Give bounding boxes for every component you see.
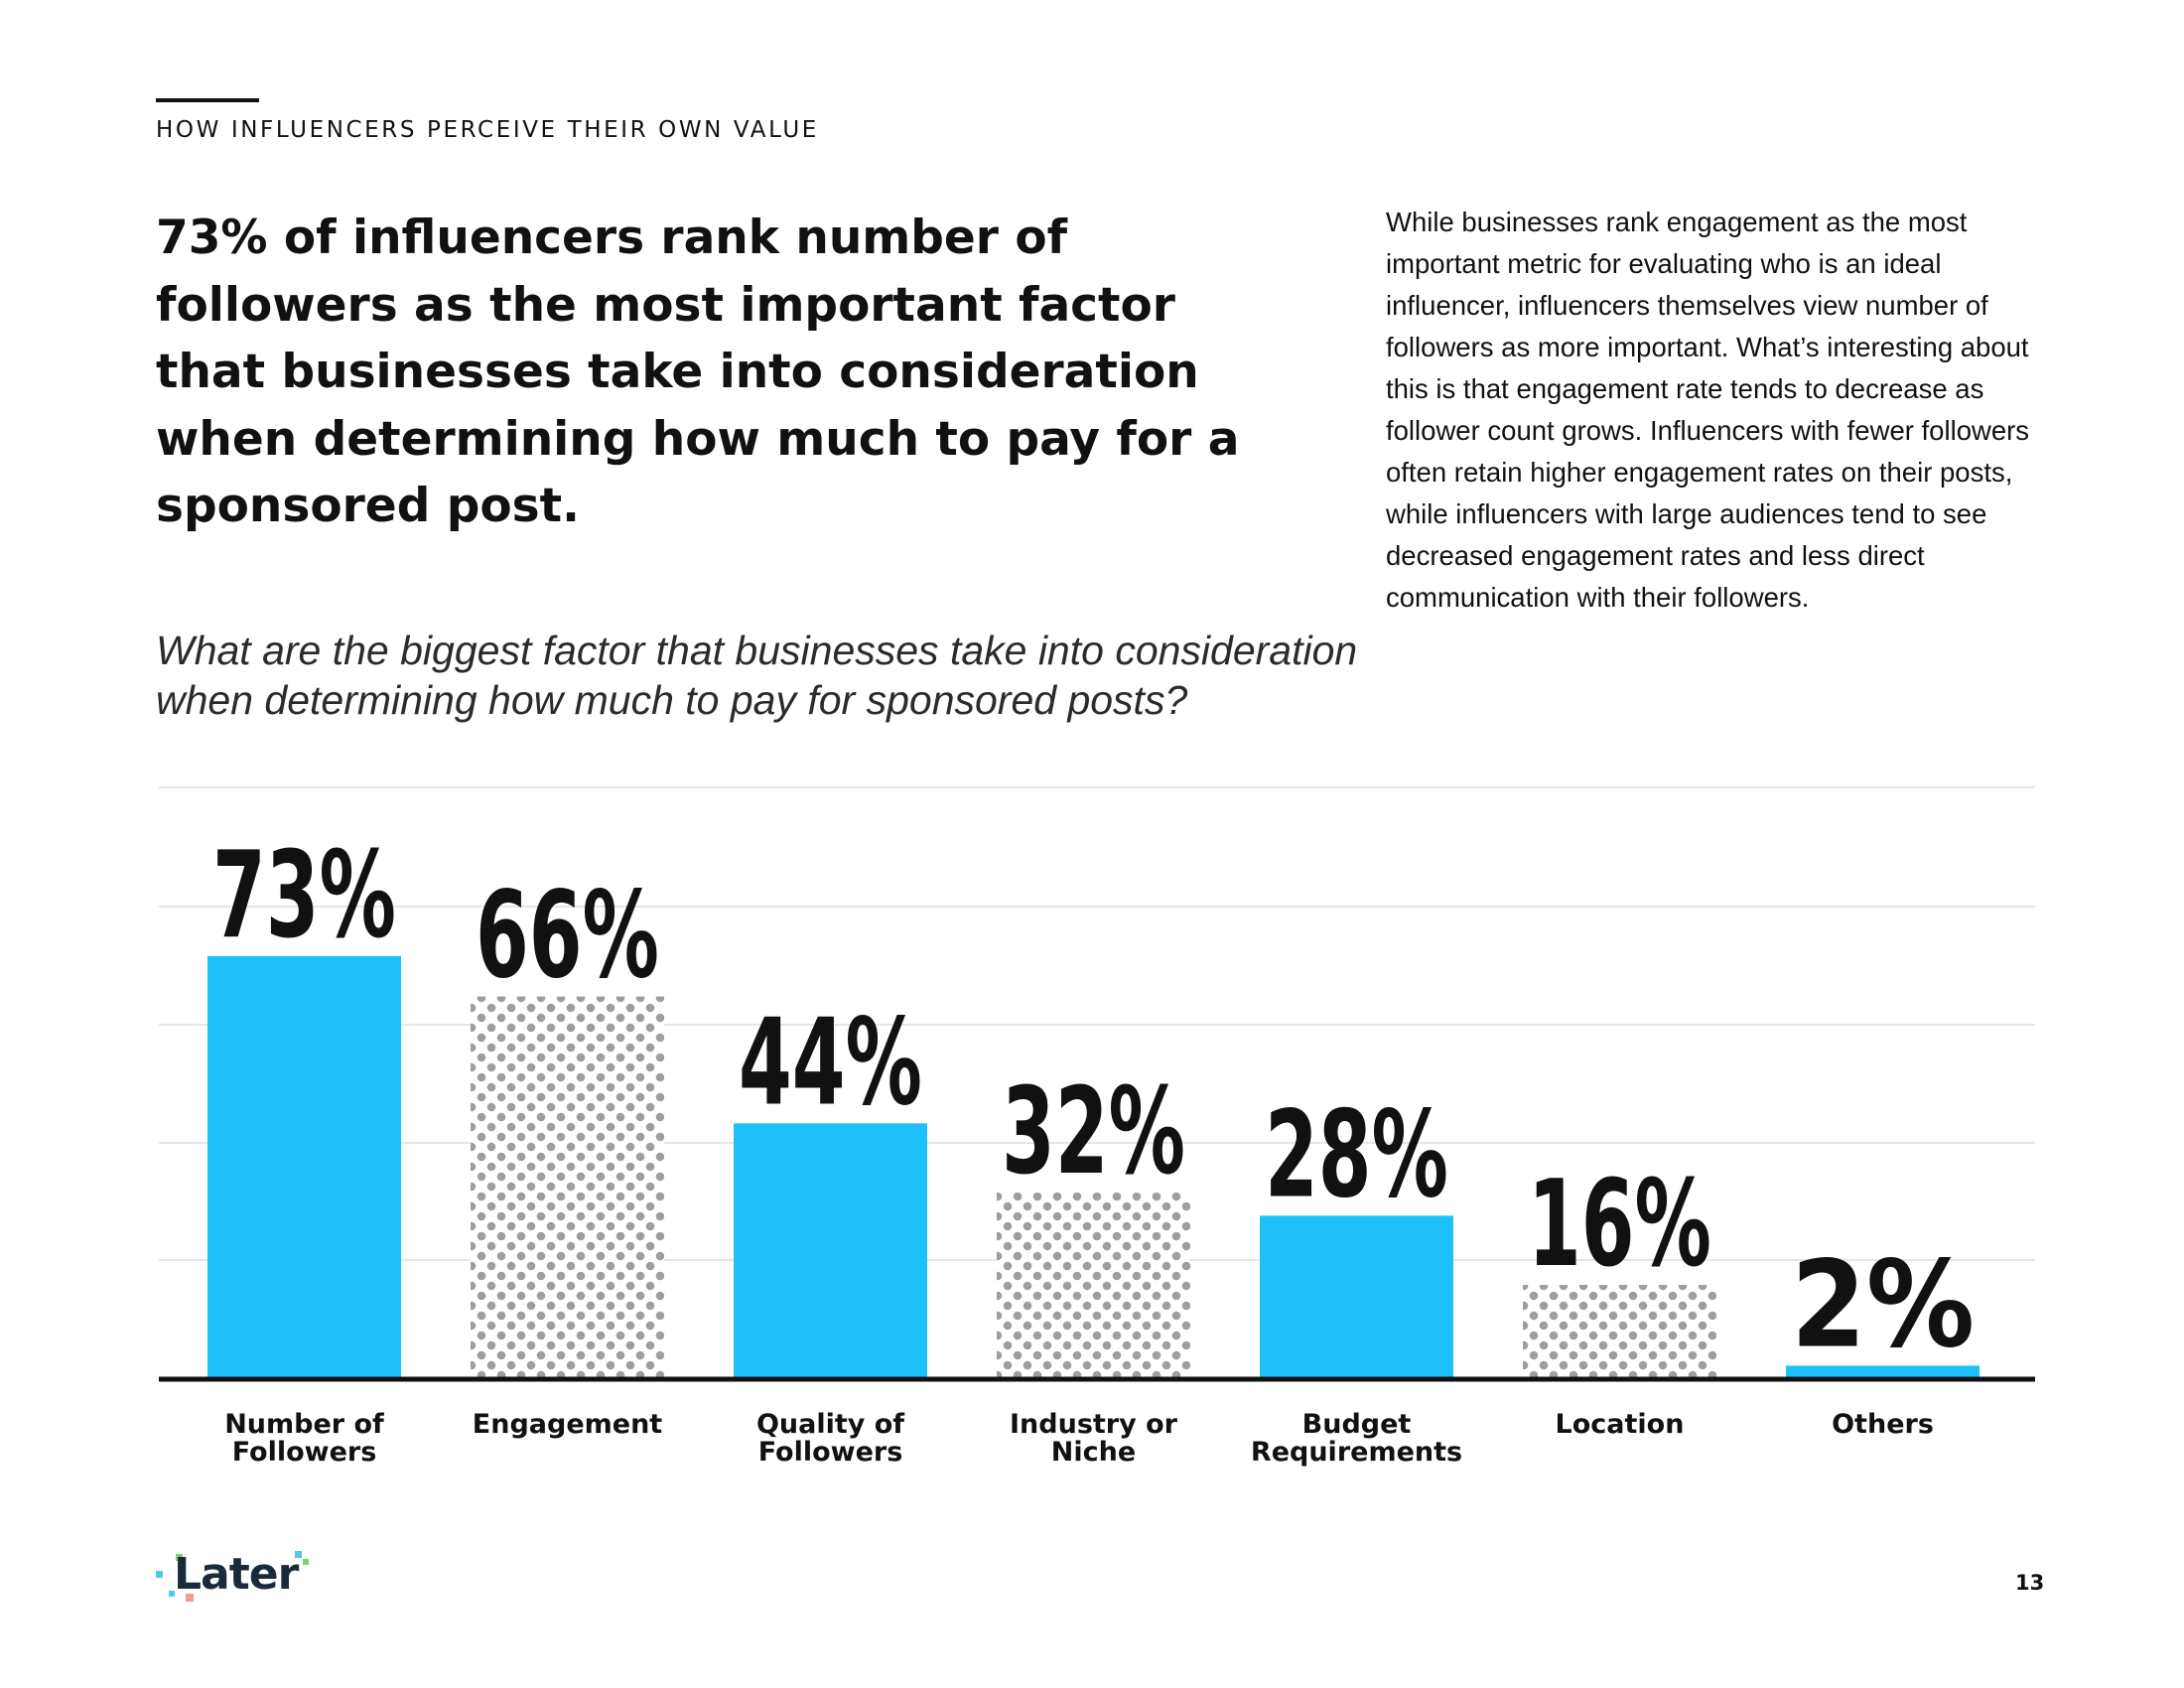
category-label-4-line-1: Industry or: [1010, 1409, 1178, 1440]
section-rule: [156, 98, 259, 102]
category-label-6: Location: [1556, 1409, 1685, 1440]
later-logo: Later: [156, 1549, 325, 1609]
bar-3: [734, 1123, 927, 1377]
value-label-6: 16%: [1528, 1156, 1711, 1294]
category-label-1-line-2: Followers: [232, 1437, 377, 1468]
value-labels: 73% 66% 44% 32% 28% 16% 2%: [212, 827, 1975, 1375]
category-label-3-line-2: Followers: [758, 1437, 903, 1468]
section-label: HOW INFLUENCERS PERCEIVE THEIR OWN VALUE: [156, 117, 819, 143]
bar-6: [1523, 1285, 1716, 1377]
value-label-7: 2%: [1791, 1236, 1975, 1374]
bar-4: [997, 1193, 1190, 1377]
bars: [207, 955, 1979, 1377]
category-label-5: Budget Requirements: [1251, 1409, 1462, 1468]
bar-7: [1786, 1365, 1979, 1377]
category-label-3: Quality of Followers: [756, 1409, 904, 1468]
page-number: 13: [2015, 1571, 2045, 1595]
bar-2: [471, 996, 664, 1377]
value-label-5: 28%: [1265, 1086, 1448, 1224]
category-label-3-line-1: Quality of: [756, 1409, 904, 1440]
value-label-1: 73%: [212, 827, 396, 965]
category-label-5-line-1: Budget: [1302, 1409, 1412, 1440]
category-label-5-line-2: Requirements: [1251, 1437, 1462, 1468]
category-label-7: Others: [1832, 1409, 1934, 1440]
category-label-2: Engagement: [473, 1409, 663, 1440]
value-label-2: 66%: [476, 868, 659, 1006]
category-label-7-line-1: Others: [1832, 1409, 1934, 1440]
headline: 73% of influencers rank number of follow…: [156, 211, 1240, 533]
category-label-1-line-1: Number of: [224, 1409, 384, 1440]
category-label-6-line-1: Location: [1556, 1409, 1685, 1440]
category-label-2-line-1: Engagement: [473, 1409, 663, 1440]
logo-pixel-icon: [156, 1551, 309, 1602]
category-label-1: Number of Followers: [224, 1409, 384, 1468]
value-label-3: 44%: [739, 994, 922, 1132]
category-label-4: Industry or Niche: [1010, 1409, 1178, 1468]
value-label-4: 32%: [1002, 1063, 1185, 1201]
chart-question: What are the biggest factor that busines…: [156, 628, 1358, 723]
category-label-4-line-2: Niche: [1051, 1437, 1136, 1468]
bar-5: [1260, 1215, 1453, 1377]
logo-text: Later: [174, 1549, 299, 1600]
body-copy: While businesses rank engagement as the …: [1386, 207, 2030, 613]
bar-1: [207, 955, 401, 1377]
